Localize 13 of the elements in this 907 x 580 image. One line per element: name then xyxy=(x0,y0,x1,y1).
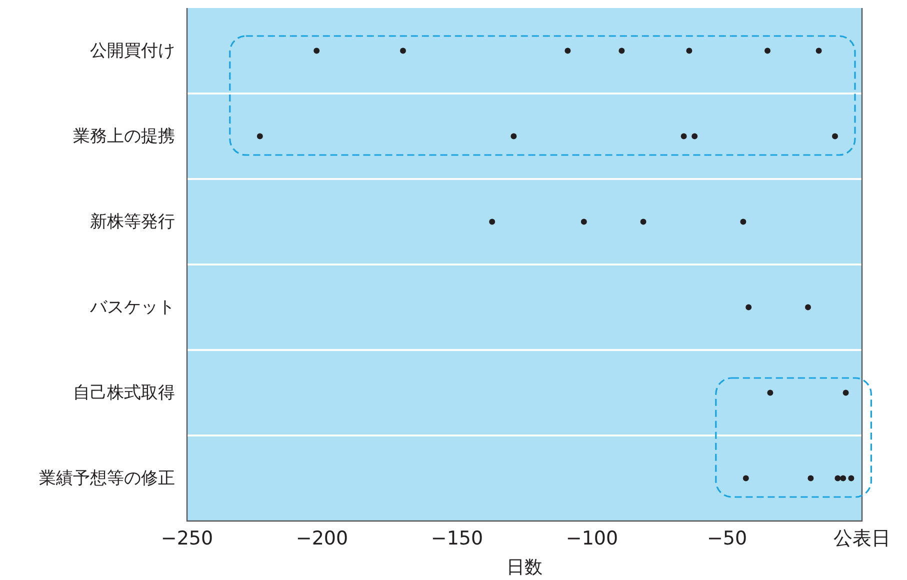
x-tick-label: 公表日 xyxy=(834,527,890,550)
x-tick-label: −150 xyxy=(430,527,484,550)
y-tick-label: 業務上の提携 xyxy=(73,126,175,147)
y-tick-label: 新株等発行 xyxy=(90,212,175,232)
y-tick-label: 自己株式取得 xyxy=(73,383,175,404)
y-tick-label: バスケット xyxy=(89,298,175,318)
x-tick-label: −200 xyxy=(296,527,348,550)
x-axis-title: 日数 xyxy=(506,557,542,578)
x-tick-label: −250 xyxy=(160,527,214,550)
y-tick-label: 公開買付け xyxy=(90,41,175,62)
y-tick-label: 業績予想等の修正 xyxy=(39,468,175,489)
x-tick-label: −100 xyxy=(566,527,618,550)
x-tick-label: −50 xyxy=(706,527,748,550)
